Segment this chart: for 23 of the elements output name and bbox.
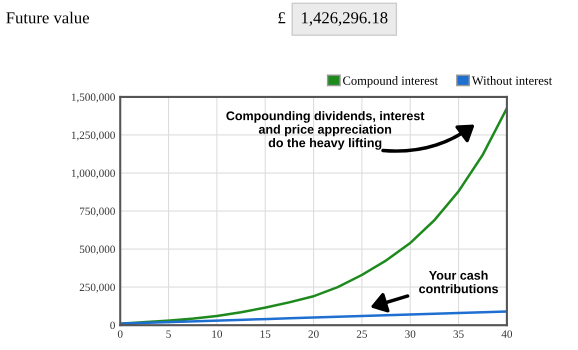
x-tick-label: 10 <box>212 330 222 338</box>
text: 1,426,296.18 <box>302 12 388 26</box>
x-tick-label: 30 <box>405 330 416 338</box>
y-tick-label: 1,500,000 <box>72 93 115 103</box>
x-tick-label: 0 <box>118 330 123 338</box>
annotation: Your cash contributions <box>419 270 498 294</box>
y-tick-label: 500,000 <box>80 246 115 255</box>
y-tick-label: 750,000 <box>80 208 115 217</box>
x-tick-label: 35 <box>454 330 464 338</box>
y-tick-label: 1,000,000 <box>72 169 115 179</box>
annotation: Compounding dividends, interest and price appreciation do the heavy lifting <box>226 111 424 150</box>
legend-label: Without interest <box>472 76 552 85</box>
x-tick-label: 15 <box>260 330 270 338</box>
legend-label: Compound interest <box>343 76 438 88</box>
y-tick-label: 1,250,000 <box>72 131 115 141</box>
x-tick-label: 25 <box>356 330 368 338</box>
x-tick-label: 5 <box>166 330 171 338</box>
x-tick-label: 20 <box>308 330 319 338</box>
x-tick-label: 40 <box>502 330 512 338</box>
y-tick-label: 0 <box>110 322 115 330</box>
chart-title: Future value <box>6 12 89 24</box>
y-tick-label: 250,000 <box>80 284 115 293</box>
chart-subtitle: £ <box>278 12 286 24</box>
